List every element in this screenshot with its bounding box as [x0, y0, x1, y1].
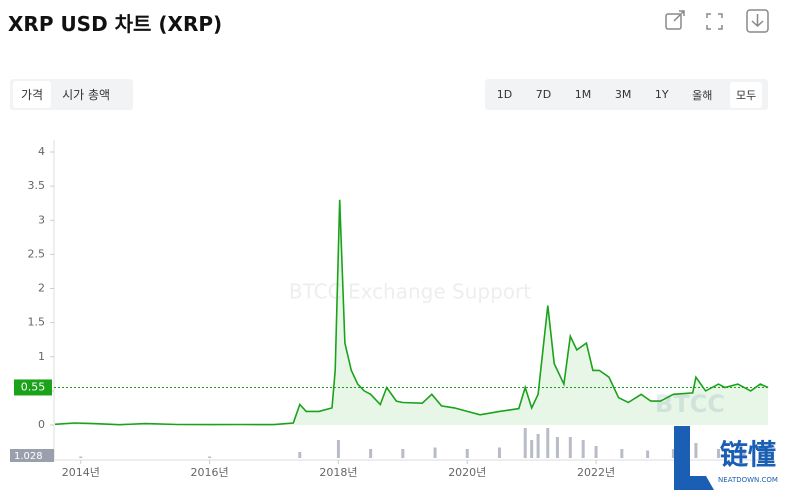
y-tick-label: 1.5: [28, 316, 46, 329]
fullscreen-icon[interactable]: [706, 13, 723, 30]
volume-bar: [671, 449, 675, 458]
tab-button[interactable]: 가격: [13, 81, 52, 108]
share-icon[interactable]: [665, 10, 685, 30]
volume-bar: [694, 443, 698, 458]
range-group: 1D 7D 1M 3M 1Y 올해 모두: [485, 79, 768, 110]
volume-label-box: [10, 449, 54, 462]
volume-bar: [497, 447, 501, 458]
volume-bar: [620, 449, 624, 458]
volume-label: 1.028: [14, 451, 43, 462]
badge-logo: [674, 426, 714, 490]
volume-bar: [594, 446, 598, 458]
price-area: [55, 199, 769, 425]
y-tick-label: 1: [38, 350, 45, 363]
range-button[interactable]: 1Y: [654, 88, 669, 101]
y-tick-label: 2: [38, 282, 45, 295]
volume-bar: [369, 449, 373, 458]
tab-button[interactable]: 시가 총액: [62, 88, 111, 102]
volume-bar: [716, 449, 720, 458]
watermark: BTCC Exchange Support: [289, 280, 531, 304]
volume-bar: [581, 440, 585, 458]
range-button[interactable]: 1D: [496, 88, 513, 101]
y-tick-label: 0: [38, 418, 45, 431]
volume-bar: [298, 452, 302, 458]
volume-bar: [646, 450, 650, 458]
badge-subtitle: NEATDOWN.COM: [718, 476, 778, 484]
download-icon[interactable]: [746, 9, 769, 33]
volume-bar: [433, 447, 437, 458]
volume-bar: [546, 428, 550, 458]
y-tick-label: 4: [38, 145, 45, 158]
volume-bar: [336, 440, 340, 458]
volume-bar: [555, 437, 559, 458]
volume-bar: [530, 440, 534, 458]
x-tick-label: 2020년: [448, 466, 486, 479]
page-title: XRP USD 차트 (XRP): [8, 12, 223, 36]
y-tick-label: 2.5: [28, 247, 46, 260]
range-button[interactable]: 올해: [692, 88, 713, 102]
tab-group: 가격 시가 총액: [10, 79, 133, 110]
range-button[interactable]: 7D: [535, 88, 552, 101]
x-tick-label: 2014년: [62, 466, 100, 479]
badge-title: 链懂: [720, 438, 776, 471]
last-value-box: [14, 379, 52, 396]
volume-bar: [79, 456, 83, 458]
range-button[interactable]: 3M: [614, 88, 632, 101]
volume-bar: [523, 428, 527, 458]
x-tick-label: 2022년: [577, 466, 615, 479]
y-tick-label: 3.5: [28, 179, 46, 192]
x-tick-label: 2016년: [191, 466, 229, 479]
volume-bar: [742, 449, 746, 458]
range-button[interactable]: 모두: [729, 81, 763, 108]
last-value-label: 0.55: [21, 380, 46, 393]
volume-bar: [536, 434, 540, 458]
price-line: [54, 199, 769, 426]
range-button[interactable]: 1M: [574, 88, 592, 101]
volume-bar: [465, 449, 469, 458]
volume-bar: [401, 449, 405, 458]
volume-bar: [208, 456, 212, 458]
x-tick-label: 2018년: [319, 466, 357, 479]
y-tick-label: 3: [38, 213, 45, 226]
volume-bar: [568, 437, 572, 458]
watermark-logo: BTCC: [655, 390, 725, 418]
